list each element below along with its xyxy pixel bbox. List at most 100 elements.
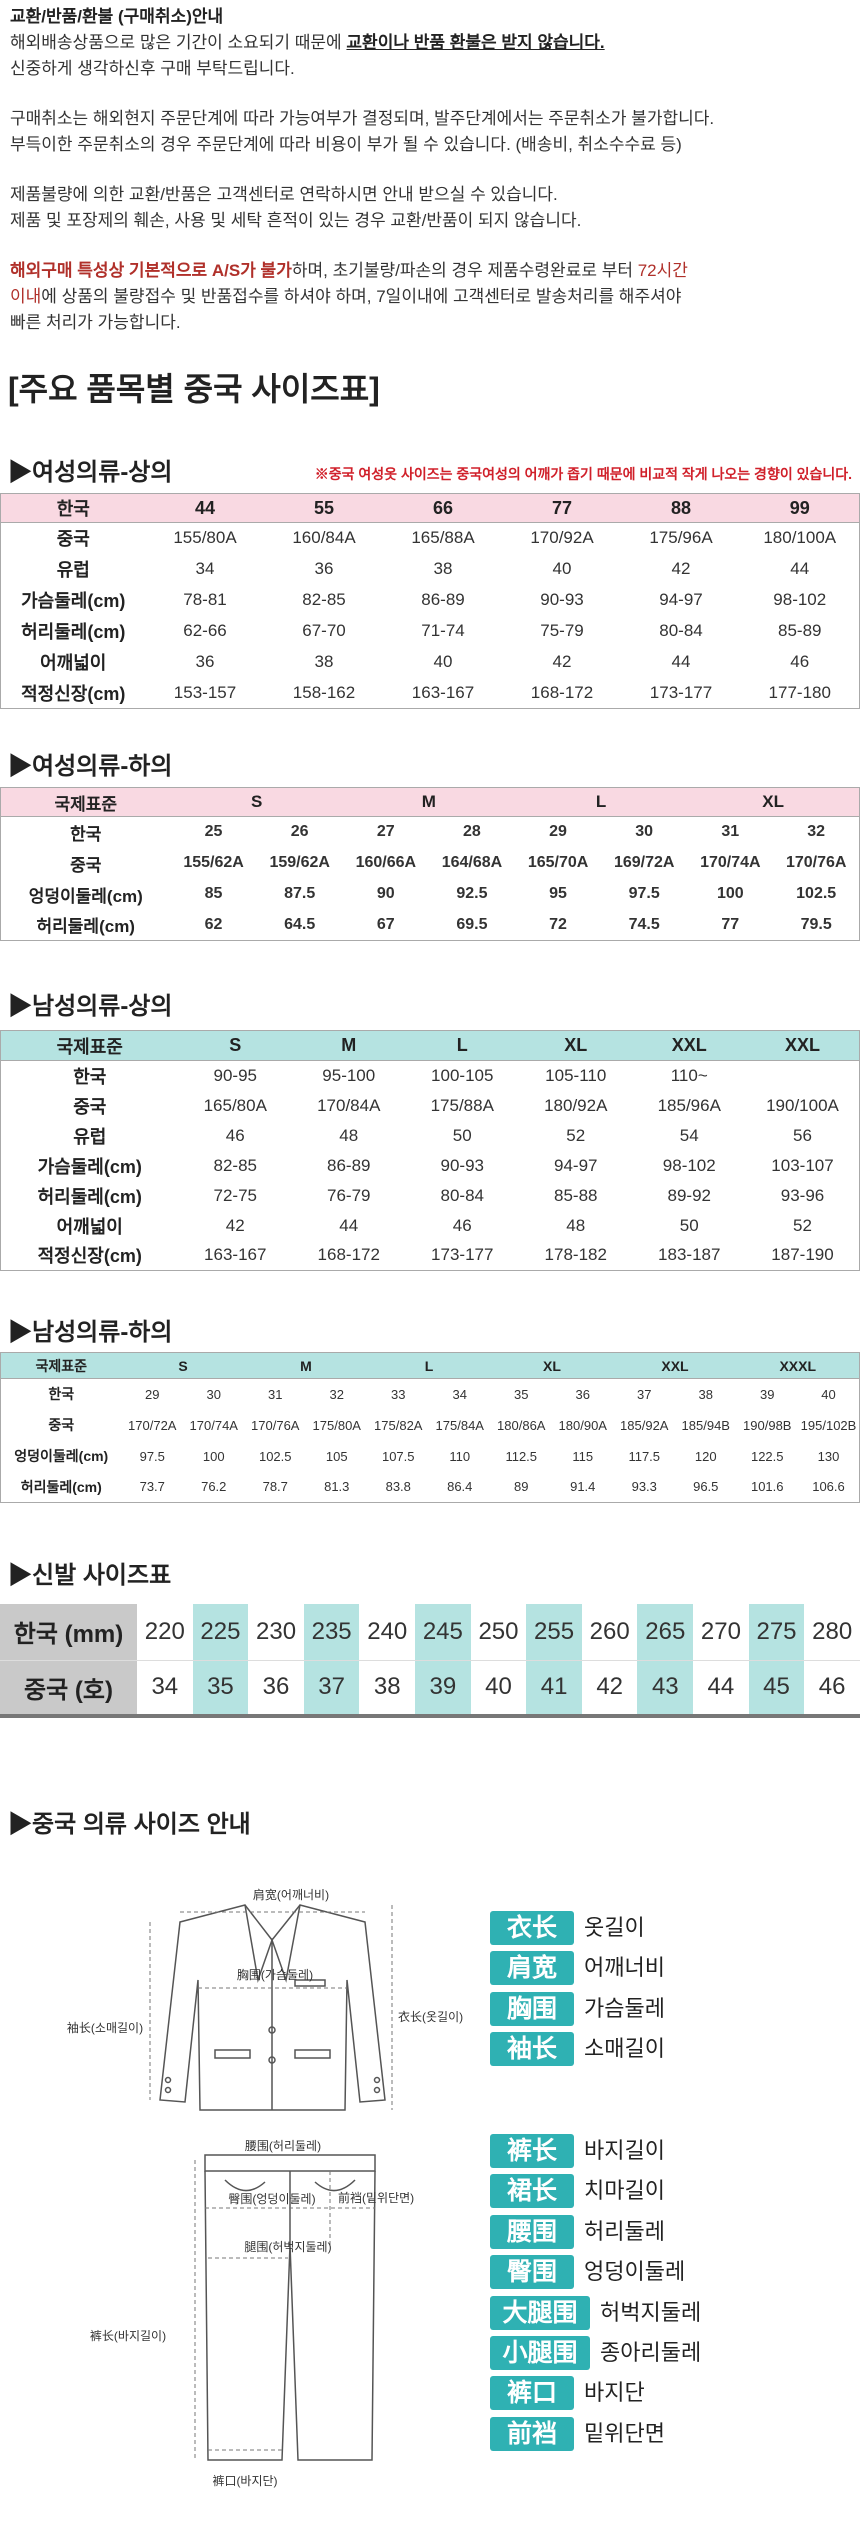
table-cell: 170/72A	[128, 1417, 177, 1433]
table-cell: 71-74	[421, 621, 465, 640]
table-cell: 90-95	[213, 1065, 257, 1085]
table-cell: 180/92A	[544, 1095, 608, 1115]
table-cell: 97.5	[139, 1448, 165, 1464]
table-cell: 82-85	[213, 1155, 257, 1175]
table-cell: 225	[192, 1604, 249, 1660]
table-cell: 106.6	[812, 1479, 845, 1495]
notice-line: 이내에 상품의 불량접수 및 반품접수를 하셔야 하며, 7일이내에 고객센터로…	[10, 284, 855, 310]
row-label: 허리둘레(cm)	[21, 622, 126, 642]
table-row: 어깨넓이 42 44 46 48 50 52	[1, 1211, 860, 1241]
table-row: 중국 165/80A 170/84A 175/88A 180/92A 185/96A 190…	[1, 1091, 860, 1121]
table-cell: 168-172	[317, 1245, 380, 1265]
row-label: 한국 (mm)	[0, 1604, 137, 1660]
table-cell: 62	[204, 915, 223, 933]
table-cell: 183-187	[658, 1245, 721, 1265]
legend-meaning: 허리둘레	[584, 2218, 665, 2244]
notice-line: 빠른 처리가 가능합니다.	[10, 310, 855, 336]
table-cell: 39	[415, 1660, 471, 1716]
table-cell: 27	[376, 823, 395, 841]
table-cell: 165/80A	[203, 1095, 267, 1115]
notice-text: 72시간	[637, 261, 688, 280]
legend-term: 前裆	[490, 2416, 574, 2451]
header-row: 국제표준 S M L XL	[0, 787, 860, 817]
table-cell: 32	[329, 1386, 344, 1402]
table-cell: 37	[637, 1386, 652, 1402]
table-cell: 93-96	[780, 1185, 825, 1205]
table-cell: 42	[596, 1673, 624, 1701]
header-cell: S	[250, 792, 263, 811]
table-row: 한국 90-95 95-100 100-105 105-110 110~	[0, 1060, 860, 1091]
table-cell: 64.5	[284, 915, 316, 933]
table-cell: 38	[314, 652, 334, 671]
table-cell: 40	[433, 652, 453, 671]
header-cell: XL	[564, 1035, 588, 1055]
table-cell: 75-79	[540, 621, 584, 640]
table-cell: 40	[485, 1673, 512, 1701]
table-row: 한국 (mm) 220 225 230 235 240 245 250 255 260 265 270…	[0, 1604, 860, 1660]
table-row: 엉덩이둘레(cm) 97.5 100 102.5 105 107.5 110 112.5 115…	[1, 1441, 860, 1472]
table-cell: 45	[748, 1660, 805, 1716]
table-cell: 185/92A	[620, 1417, 669, 1433]
legend-term: 袖长	[490, 2032, 574, 2067]
table-cell: 78-81	[183, 590, 227, 609]
diagram-label: 裤长(바지길이)	[90, 2329, 166, 2343]
table-cell: 38	[433, 559, 453, 578]
table-cell: 36	[195, 652, 215, 671]
header-cell: S	[178, 1357, 188, 1374]
row-label: 가슴둘레(cm)	[21, 591, 126, 611]
table-cell: 115	[572, 1448, 594, 1464]
pants-dimensions	[194, 2160, 375, 2460]
table-cell: 82-85	[302, 590, 346, 609]
size-table: 국제표준 S M L XL 한국 25 26 27 28 29 30 31 32 중국 155/62A 159/…	[0, 787, 860, 941]
table-cell: 52	[566, 1125, 586, 1145]
row-label: 한국	[73, 1066, 107, 1087]
table-cell: 105	[325, 1448, 348, 1464]
table-cell: 36	[262, 1673, 290, 1701]
table-cell: 175/82A	[374, 1417, 423, 1433]
table-cell: 100	[716, 885, 744, 902]
table-cell: 28	[463, 823, 481, 841]
table-cell: 98-102	[662, 1155, 716, 1175]
legend-meaning: 엉덩이둘레	[584, 2259, 686, 2285]
row-label: 중국	[70, 855, 102, 875]
notice-text: 교환/반품/환불 (구매취소)안내	[10, 7, 224, 26]
table-row: 한국 25 26 27 28 29 30 31 32	[0, 816, 860, 848]
table-cell: 54	[679, 1125, 699, 1145]
table-cell: 168-172	[530, 682, 594, 702]
legend-meaning: 옷길이	[584, 1915, 645, 1940]
legend-meaning: 치마길이	[584, 2178, 665, 2204]
notice-text: 제품 및 포장제의 훼손, 사용 및 세탁 흔적이 있는 경우 교환/반품이 되…	[10, 211, 582, 230]
table-cell: 44	[790, 559, 810, 578]
table-row: 중국 155/80A 160/84A 165/88A 170/92A 175/96A 180…	[0, 522, 860, 554]
header-cell: 국제표준	[35, 1357, 88, 1374]
table-cell: 36	[575, 1386, 590, 1402]
header-cell: XXL	[784, 1035, 820, 1055]
table-cell: 50	[679, 1215, 699, 1235]
diagram-label: 胸围(가슴둘레)	[237, 1967, 313, 1982]
table-cell: 33	[391, 1386, 406, 1402]
table-cell: 170/74A	[700, 854, 761, 871]
table-cell: 97.5	[628, 885, 660, 902]
header-cell: 한국	[56, 499, 90, 519]
table-cell: 180/100A	[763, 528, 837, 548]
table-cell: 190/100A	[766, 1095, 839, 1115]
row-label: 허리둘레(cm)	[20, 1478, 102, 1495]
table-cell: 48	[566, 1215, 586, 1235]
row-label: 한국	[70, 824, 102, 844]
row-label: 허리둘레(cm)	[36, 917, 135, 937]
table-cell: 72	[549, 915, 567, 933]
table-cell: 175/80A	[312, 1417, 361, 1433]
table-cell: 180/90A	[558, 1417, 607, 1433]
header-cell: 99	[789, 497, 810, 518]
legend-term: 小腿围	[490, 2336, 590, 2370]
section-title: ▶여성의류-상의	[8, 459, 173, 486]
table-cell: 280	[812, 1617, 853, 1645]
table-cell: 38	[698, 1386, 713, 1402]
diagram-label: 前裆(밑위단면)	[338, 2190, 414, 2205]
row-label: 어깨넓이	[40, 653, 107, 673]
table-cell: 245	[415, 1604, 471, 1660]
notice-line: 교환/반품/환불 (구매취소)안내	[10, 4, 855, 30]
section-title: ▶신발 사이즈표	[8, 1562, 172, 1589]
table-cell: 160/66A	[355, 854, 417, 871]
legend-meaning: 어깨너비	[584, 1955, 665, 1981]
